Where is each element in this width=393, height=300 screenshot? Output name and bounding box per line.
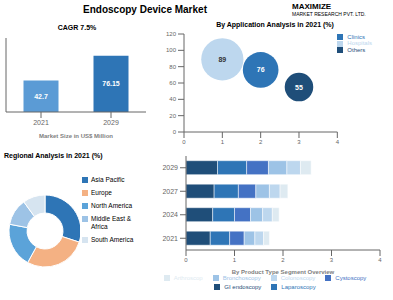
svg-text:3: 3 <box>297 139 301 145</box>
html-text:Endoscopy Device Market: Endoscopy Device Market <box>83 4 207 15</box>
svg-text:76: 76 <box>257 66 265 73</box>
svg-text:120: 120 <box>166 31 177 37</box>
html-text:By Application Analysis in 202: By Application Analysis in 2021 (%) <box>216 21 334 28</box>
svg-text:0: 0 <box>173 129 177 135</box>
svg-text:Market Size in US$ Million: Market Size in US$ Million <box>39 133 113 139</box>
svg-text:89: 89 <box>218 56 226 63</box>
html-text:Laparoscopy: Laparoscopy <box>281 284 316 290</box>
svg-text:By Product Type Segment Overvi: By Product Type Segment Overview <box>232 269 335 275</box>
html-text:MAXIMIZE: MAXIMIZE <box>292 2 332 11</box>
html-text:Bronchoscopy: Bronchoscopy <box>222 275 261 281</box>
svg-text:2029: 2029 <box>162 164 178 171</box>
svg-text:55: 55 <box>295 84 303 91</box>
html-text:Cystoscopy: Cystoscopy <box>335 275 367 281</box>
html-text:Others: Others <box>347 46 366 53</box>
html-text:Middle East & Africa: Middle East & Africa <box>91 215 132 230</box>
html-text:Arthroscop: Arthroscop <box>173 275 203 281</box>
svg-text:3: 3 <box>330 257 334 263</box>
html-text:Regional Analysis in 2021 (%): Regional Analysis in 2021 (%) <box>4 152 103 159</box>
html-text:GI endoscopy: GI endoscopy <box>224 284 262 290</box>
svg-text:2024: 2024 <box>162 211 178 218</box>
svg-text:2021: 2021 <box>33 119 49 126</box>
svg-text:1: 1 <box>233 257 237 263</box>
svg-text:2027: 2027 <box>162 188 178 195</box>
svg-text:2: 2 <box>281 257 285 263</box>
svg-text:60: 60 <box>169 80 176 86</box>
svg-text:42.7: 42.7 <box>34 93 48 100</box>
svg-text:76.15: 76.15 <box>102 80 120 87</box>
html-text:Colonoscopy: Colonoscopy <box>280 275 316 281</box>
html-text:CAGR 7.5%: CAGR 7.5% <box>57 24 97 31</box>
html-text:Asia Pacific: Asia Pacific <box>91 176 125 183</box>
svg-text:4: 4 <box>336 139 340 145</box>
svg-text:0: 0 <box>184 257 188 263</box>
html-text:North America: North America <box>91 202 133 209</box>
svg-text:0: 0 <box>182 139 186 145</box>
svg-text:4: 4 <box>378 257 382 263</box>
html-text:South America: South America <box>91 236 134 243</box>
html-text:Clinics: Clinics <box>347 34 365 40</box>
svg-text:40: 40 <box>169 96 176 102</box>
svg-text:20: 20 <box>169 113 176 119</box>
svg-text:2029: 2029 <box>103 119 119 126</box>
svg-text:80: 80 <box>169 64 176 70</box>
svg-text:100: 100 <box>166 47 177 53</box>
html-text:Hospitals: Hospitals <box>347 40 372 47</box>
svg-text:1: 1 <box>221 139 225 145</box>
html-text:Europe: Europe <box>91 189 112 196</box>
svg-text:2: 2 <box>259 139 263 145</box>
html-text:MARKET RESEARCH PVT. LTD.: MARKET RESEARCH PVT. LTD. <box>292 11 366 17</box>
svg-text:2021: 2021 <box>162 235 178 242</box>
